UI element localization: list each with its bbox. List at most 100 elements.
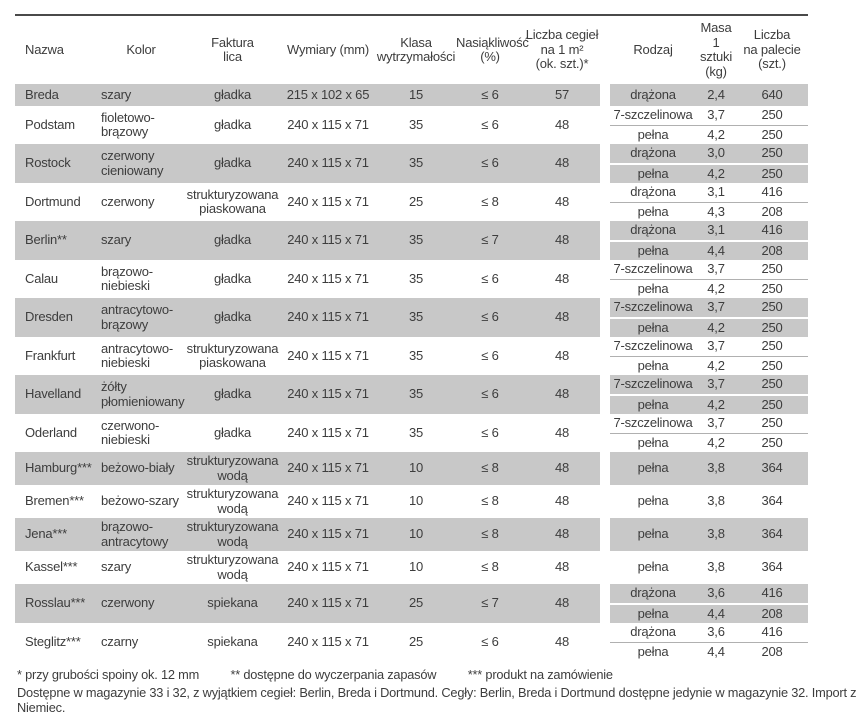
cell-masa: 4,2 <box>696 124 736 144</box>
column-header-rodzaj: Rodzaj <box>633 41 673 57</box>
cell-rodzaj: pełna <box>610 393 696 414</box>
cell-rodzaj: pełna <box>610 278 696 298</box>
cell-palecie: 250 <box>736 260 808 279</box>
cell-wymiary: 240 x 115 x 71 <box>280 337 376 375</box>
cell-kolor: szary <box>97 551 185 584</box>
cell-klasa: 15 <box>376 84 456 106</box>
cell-rodzaj: 7-szczelinowa <box>610 260 696 279</box>
footnote-line: * przy grubości spoiny ok. 12 mm ** dost… <box>17 667 860 682</box>
column-gap <box>600 183 610 221</box>
cell-masa: 3,1 <box>696 183 736 202</box>
cell-rodzaj: 7-szczelinowa <box>610 337 696 356</box>
cell-masa: 4,2 <box>696 432 736 452</box>
table-subrow: pełna 4,3 208 <box>15 201 808 221</box>
cell-liczba_m2: 48 <box>524 221 600 260</box>
cell-kolor: czarny <box>97 623 185 661</box>
cell-wymiary: 215 x 102 x 65 <box>280 84 376 106</box>
column-gap <box>600 485 610 518</box>
cell-klasa: 10 <box>376 518 456 551</box>
cell-nasiakliwosc: ≤ 6 <box>456 414 524 452</box>
cell-kolor: czerwony cieniowany <box>97 144 185 183</box>
cell-masa: 2,4 <box>696 84 736 106</box>
table-row: Jena*** brązowo- antracytowy strukturyzowa… <box>15 518 808 551</box>
cell-kolor: szary <box>97 84 185 106</box>
cell-rodzaj: pełna <box>610 602 696 623</box>
cell-klasa: 35 <box>376 260 456 298</box>
column-gap <box>600 298 610 337</box>
cell-nasiakliwosc: ≤ 8 <box>456 485 524 518</box>
cell-masa: 3,1 <box>696 221 736 241</box>
cell-nasiakliwosc: ≤ 6 <box>456 375 524 414</box>
column-gap <box>600 15 610 84</box>
cell-masa: 4,2 <box>696 316 736 337</box>
column-header-kolor: Kolor <box>126 41 156 57</box>
cell-rodzaj: pełna <box>610 201 696 221</box>
cell-masa: 3,7 <box>696 106 736 125</box>
cell-klasa: 25 <box>376 623 456 661</box>
cell-liczba_m2: 48 <box>524 452 600 485</box>
cell-rodzaj: 7-szczelinowa <box>610 298 696 318</box>
cell-rodzaj: pełna <box>610 452 696 485</box>
cell-masa: 3,8 <box>696 518 736 551</box>
cell-faktura: gładka <box>185 106 280 144</box>
table-subrow: pełna 4,2 250 <box>15 278 808 298</box>
cell-klasa: 35 <box>376 337 456 375</box>
cell-nazwa: Bremen*** <box>15 485 97 518</box>
column-gap <box>600 375 610 414</box>
cell-rodzaj: pełna <box>610 641 696 661</box>
cell-palecie: 250 <box>736 298 808 318</box>
cell-wymiary: 240 x 115 x 71 <box>280 414 376 452</box>
cell-liczba_m2: 57 <box>524 84 600 106</box>
catalog-sheet: Nazwa Kolor Faktura lica Wymiary (mm) Kl… <box>0 14 860 715</box>
table-row: Oderland czerwono- niebieski gładka 240 x 1… <box>15 414 808 452</box>
cell-klasa: 25 <box>376 584 456 623</box>
cell-liczba_m2: 48 <box>524 144 600 183</box>
cell-palecie: 250 <box>736 144 808 164</box>
cell-nazwa: Berlin** <box>15 221 97 260</box>
cell-masa: 3,7 <box>696 414 736 433</box>
cell-nazwa: Dresden <box>15 298 97 337</box>
cell-nazwa: Podstam <box>15 106 97 144</box>
cell-masa: 4,2 <box>696 393 736 414</box>
column-header-liczba-cegiel: Liczba cegieł na 1 m² (ok. szt.)* <box>525 27 599 72</box>
table-row: Frankfurt antracytowo- niebieski struktury… <box>15 337 808 375</box>
cell-liczba_m2: 48 <box>524 337 600 375</box>
cell-wymiary: 240 x 115 x 71 <box>280 551 376 584</box>
cell-faktura: strukturyzowana wodą <box>185 485 280 518</box>
cell-nazwa: Dortmund <box>15 183 97 221</box>
cell-klasa: 35 <box>376 144 456 183</box>
cell-rodzaj: pełna <box>610 485 696 518</box>
cell-rodzaj: drążona <box>610 623 696 642</box>
cell-wymiary: 240 x 115 x 71 <box>280 221 376 260</box>
column-header-masa: Masa 1 sztuki (kg) <box>699 20 733 79</box>
cell-nazwa: Steglitz*** <box>15 623 97 661</box>
cell-palecie: 250 <box>736 337 808 356</box>
cell-masa: 3,7 <box>696 298 736 318</box>
cell-kolor: czerwony <box>97 183 185 221</box>
cell-klasa: 35 <box>376 375 456 414</box>
cell-wymiary: 240 x 115 x 71 <box>280 485 376 518</box>
cell-nasiakliwosc: ≤ 8 <box>456 183 524 221</box>
footnote-while-stocks: ** dostępne do wyczerpania zapasów <box>230 667 437 682</box>
cell-kolor: antracytowo- brązowy <box>97 298 185 337</box>
table-subrow: pełna 4,4 208 <box>15 641 808 661</box>
cell-wymiary: 240 x 115 x 71 <box>280 106 376 144</box>
cell-palecie: 250 <box>736 375 808 395</box>
footnotes: * przy grubości spoiny ok. 12 mm ** dost… <box>17 667 860 715</box>
cell-nasiakliwosc: ≤ 8 <box>456 551 524 584</box>
cell-masa: 3,7 <box>696 375 736 395</box>
cell-kolor: żółty płomieniowany <box>97 375 185 414</box>
table-row: Steglitz*** czarny spiekana 240 x 115 x 71 2… <box>15 623 808 661</box>
table-row: Breda szary gładka 215 x 102 x 65 15 ≤ 6 57 drą… <box>15 84 808 106</box>
cell-nazwa: Rosslau*** <box>15 584 97 623</box>
cell-palecie: 208 <box>736 201 808 221</box>
cell-nazwa: Oderland <box>15 414 97 452</box>
cell-palecie: 208 <box>736 602 808 623</box>
cell-kolor: szary <box>97 221 185 260</box>
column-gap <box>600 84 610 106</box>
cell-nasiakliwosc: ≤ 7 <box>456 584 524 623</box>
table-row: Calau brązowo- niebieski gładka 240 x 115 x… <box>15 260 808 298</box>
cell-masa: 3,8 <box>696 452 736 485</box>
table-subrow: pełna 4,2 250 <box>15 355 808 375</box>
cell-kolor: czerwony <box>97 584 185 623</box>
